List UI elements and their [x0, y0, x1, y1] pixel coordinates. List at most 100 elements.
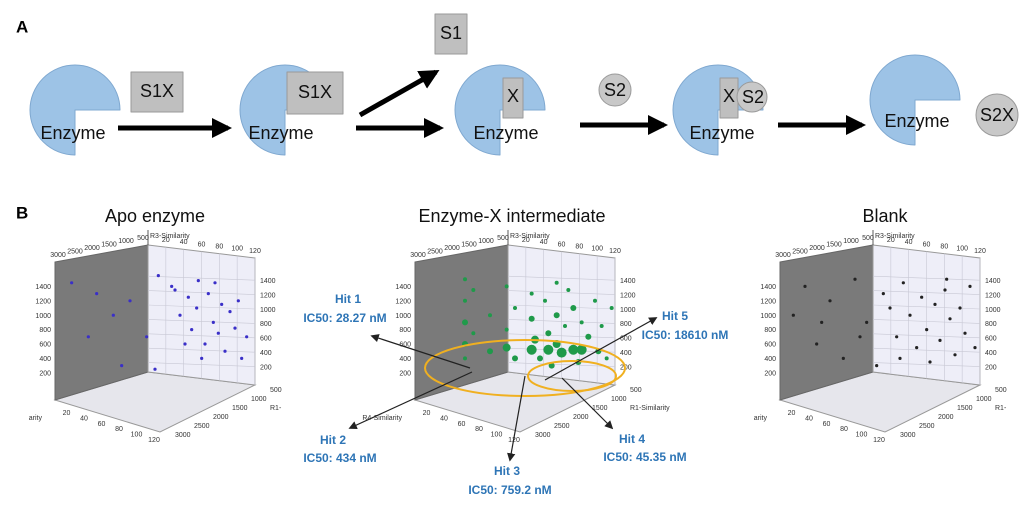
intermediate-box	[502, 77, 524, 119]
highlight-ellipse	[424, 339, 626, 397]
y-tick-label: 600	[399, 342, 411, 349]
axis-label: arity	[754, 415, 768, 422]
label: Enzyme	[689, 123, 754, 143]
data-point	[70, 281, 74, 285]
hit-arrow	[507, 375, 526, 462]
z-tick-label: 500	[270, 387, 282, 394]
z-tick-label: 500	[630, 387, 642, 394]
x-tick-label: 120	[974, 248, 986, 255]
data-point	[471, 288, 476, 292]
axis-label: R1-	[995, 405, 1007, 412]
data-point	[529, 291, 534, 296]
data-point	[463, 356, 467, 361]
label: X	[723, 86, 735, 106]
z-tick-label: 2500	[919, 423, 935, 430]
label: Enzyme	[884, 111, 949, 131]
data-point	[915, 346, 919, 350]
hit-ic50: IC50: 759.2 nM	[468, 483, 551, 497]
arrow	[358, 69, 440, 118]
substrate-circle	[736, 81, 768, 113]
data-point	[943, 288, 947, 292]
x-tick-label: 40	[905, 239, 913, 246]
x-tick-label: 60	[823, 421, 831, 428]
axis-label: R1-Similarity	[630, 405, 670, 412]
substrate-box	[286, 71, 344, 115]
data-point	[120, 364, 124, 368]
hit-arrow	[348, 371, 473, 430]
y-tick-label: 800	[985, 321, 997, 328]
axis-label: R1-	[270, 405, 282, 412]
product-box	[434, 13, 468, 55]
z-tick-label: 2000	[444, 245, 460, 252]
y-tick-label: 1200	[260, 292, 276, 299]
panel-label: B	[16, 203, 28, 222]
axis-label: R3-Similarity	[875, 233, 915, 240]
data-point	[928, 360, 932, 364]
label: S2	[742, 87, 764, 107]
panel-label: A	[16, 17, 28, 36]
data-point	[570, 305, 577, 311]
x-tick-label: 80	[215, 244, 223, 251]
x-tick-label: 80	[840, 426, 848, 433]
data-point	[463, 277, 467, 282]
data-point	[791, 313, 795, 317]
x-tick-label: 60	[558, 241, 566, 248]
data-point	[566, 288, 571, 292]
z-tick-label: 3000	[775, 252, 791, 259]
x-tick-label: 20	[63, 410, 71, 417]
y-tick-label: 400	[260, 350, 272, 357]
data-point	[953, 353, 957, 357]
data-point	[95, 292, 99, 296]
data-point	[206, 292, 210, 296]
data-point	[213, 281, 217, 285]
y-tick-label: 1200	[395, 298, 411, 305]
x-tick-label: 60	[923, 241, 931, 248]
hit-annotations: Hit 1 IC50: 28.27 nM Hit 2 IC50: 434 nM …	[303, 292, 728, 497]
data-point	[888, 306, 892, 310]
z-tick-label: 2000	[573, 414, 589, 421]
y-tick-label: 400	[764, 356, 776, 363]
enzyme-shape	[29, 64, 121, 156]
z-tick-label: 500	[995, 387, 1007, 394]
z-tick-label: 500	[497, 235, 509, 242]
data-point	[545, 330, 552, 337]
data-point	[504, 327, 509, 332]
z-tick-label: 500	[137, 235, 149, 242]
x-tick-label: 20	[423, 410, 431, 417]
y-tick-label: 1200	[760, 298, 776, 305]
data-point	[901, 281, 905, 285]
data-point	[853, 277, 857, 281]
z-tick-label: 3000	[50, 252, 66, 259]
y-tick-label: 1200	[35, 298, 51, 305]
plot-3d: Blank 200 200 400 400 600 600 800 800 1000 1000 120…	[754, 206, 1007, 444]
y-tick-label: 1000	[760, 313, 776, 320]
plot-title: Blank	[862, 206, 908, 226]
x-tick-label: 80	[940, 244, 948, 251]
hit-arrow	[561, 377, 614, 430]
substrate-circle	[598, 73, 632, 107]
axis-label: arity	[29, 415, 43, 422]
y-tick-label: 1200	[620, 292, 636, 299]
x-tick-label: 20	[522, 237, 530, 244]
data-point	[895, 335, 899, 339]
x-tick-label: 20	[162, 237, 170, 244]
hit-name: Hit 5	[662, 309, 688, 323]
data-point	[554, 280, 559, 285]
z-tick-label: 2000	[809, 245, 825, 252]
x-tick-label: 60	[458, 421, 466, 428]
data-point	[216, 331, 220, 335]
data-point	[173, 288, 177, 292]
data-point	[898, 356, 902, 360]
data-point	[908, 313, 912, 317]
hit-ic50: IC50: 28.27 nM	[303, 311, 386, 325]
y-tick-label: 1400	[35, 284, 51, 291]
hit-name: Hit 1	[335, 292, 361, 306]
data-point	[543, 344, 554, 355]
x-tick-label: 100	[956, 246, 968, 253]
y-tick-label: 200	[39, 370, 51, 377]
z-tick-label: 2500	[792, 248, 808, 255]
x-tick-label: 120	[873, 437, 885, 444]
substrate-box	[130, 71, 184, 113]
y-tick-label: 800	[620, 321, 632, 328]
data-point	[604, 356, 609, 361]
